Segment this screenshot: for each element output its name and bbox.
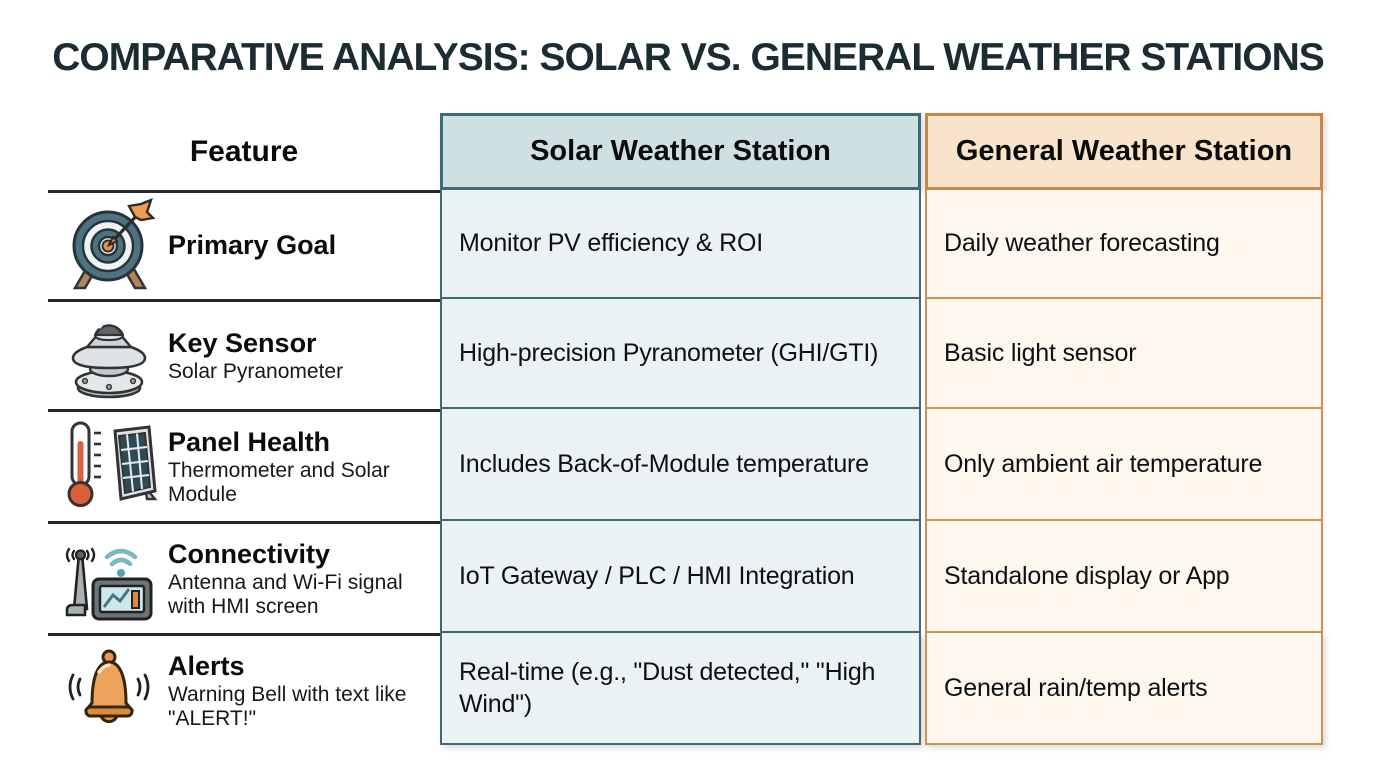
page-title: COMPARATIVE ANALYSIS: SOLAR VS. GENERAL … — [52, 36, 1325, 79]
feature-subtitle: Solar Pyranometer — [168, 359, 344, 383]
thermometer-solar-module-icon — [50, 417, 168, 517]
solar-value-cell: Monitor PV efficiency & ROI — [440, 190, 921, 299]
feature-title: Connectivity — [168, 538, 331, 569]
general-value-cell: Daily weather forecasting — [925, 190, 1323, 299]
column-header-general-weather-station: General Weather Station — [925, 113, 1323, 190]
feature-title: Panel Health — [168, 426, 331, 457]
solar-value-cell: High-precision Pyranometer (GHI/GTI) — [440, 299, 921, 409]
feature-title: Key Sensor — [168, 327, 317, 358]
general-value-cell: Standalone display or App — [925, 521, 1323, 633]
feature-subtitle: Antenna and Wi-Fi signal with HMI screen — [168, 570, 403, 618]
general-value-cell: Only ambient air temperature — [925, 409, 1323, 521]
feature-cell: Connectivity Antenna and Wi-Fi signal wi… — [48, 521, 440, 633]
solar-value-cell: Real-time (e.g., "Dust detected," "High … — [440, 633, 921, 745]
feature-title: Primary Goal — [168, 230, 337, 261]
pyranometer-icon — [50, 306, 168, 406]
feature-cell: Key Sensor Solar Pyranometer — [48, 299, 440, 409]
feature-cell: Alerts Warning Bell with text like "ALER… — [48, 633, 440, 745]
general-value-cell: General rain/temp alerts — [925, 633, 1323, 745]
column-header-solar-weather-station: Solar Weather Station — [440, 113, 921, 190]
comparison-table: Feature Solar Weather Station General We… — [48, 113, 1323, 745]
feature-cell: Primary Goal — [48, 190, 440, 299]
column-header-feature: Feature — [189, 134, 299, 168]
feature-cell: Panel Health Thermometer and Solar Modul… — [48, 409, 440, 521]
solar-value-cell: Includes Back-of-Module temperature — [440, 409, 921, 521]
solar-value-cell: IoT Gateway / PLC / HMI Integration — [440, 521, 921, 633]
feature-subtitle: Warning Bell with text like "ALERT!" — [168, 682, 407, 730]
general-value-cell: Basic light sensor — [925, 299, 1323, 409]
antenna-wifi-hmi-icon — [50, 529, 168, 629]
warning-bell-icon — [50, 641, 168, 741]
feature-subtitle: Thermometer and Solar Module — [168, 458, 390, 506]
target-icon — [50, 196, 168, 296]
feature-title: Alerts — [168, 650, 245, 681]
